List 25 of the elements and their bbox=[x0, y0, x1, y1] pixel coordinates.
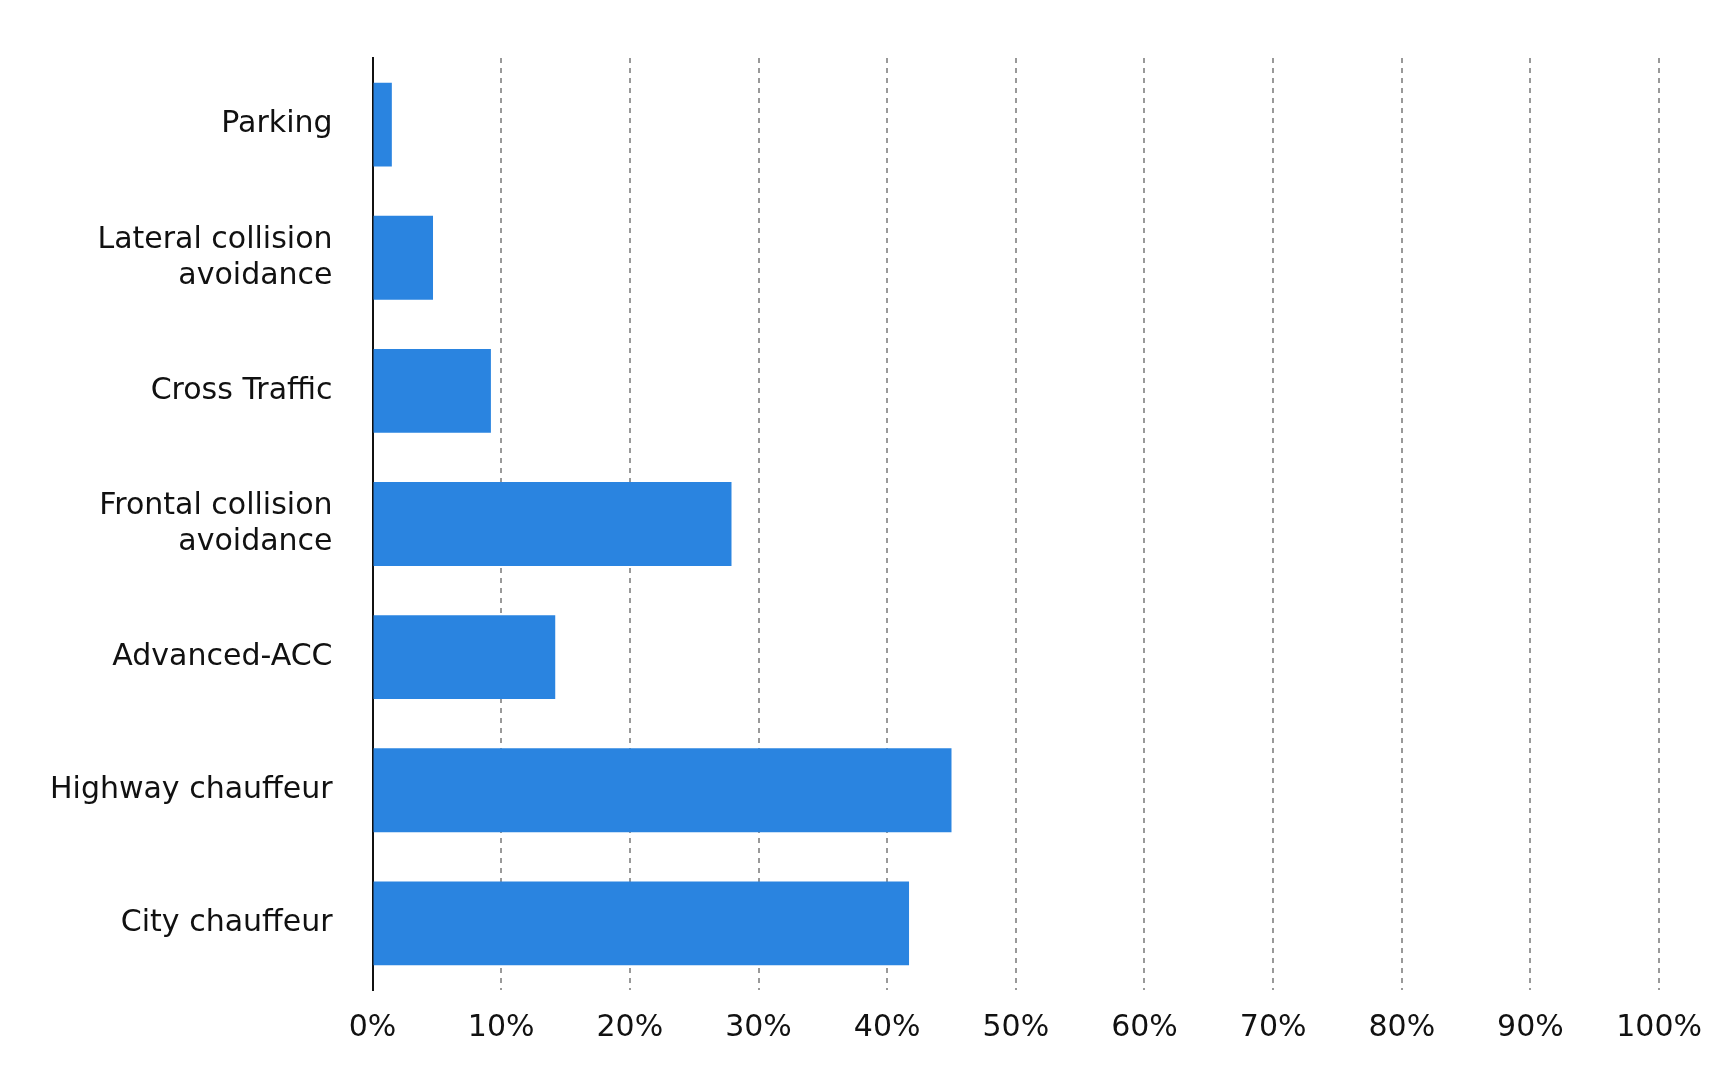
x-tick-label: 30% bbox=[725, 1007, 792, 1043]
x-tick-label: 90% bbox=[1497, 1007, 1564, 1043]
bar bbox=[373, 82, 392, 167]
y-tick-label: Lateral collision avoidance bbox=[97, 219, 333, 291]
bar bbox=[373, 615, 556, 700]
x-tick-label: 20% bbox=[596, 1007, 664, 1043]
x-tick-label: 10% bbox=[467, 1007, 535, 1043]
y-tick-label: Advanced-ACC bbox=[112, 636, 333, 672]
bar bbox=[373, 748, 952, 833]
x-tick-label: 60% bbox=[1111, 1007, 1178, 1043]
x-tick-label: 80% bbox=[1368, 1007, 1436, 1043]
y-tick-label: City chauffeur bbox=[120, 903, 334, 939]
y-tick-label: Parking bbox=[221, 104, 333, 140]
y-tick-label: Cross Traffic bbox=[150, 370, 333, 406]
bar bbox=[373, 482, 732, 566]
x-tick-label: 70% bbox=[1239, 1007, 1307, 1043]
x-tick-label: 100% bbox=[1616, 1007, 1703, 1043]
x-tick-label: 40% bbox=[853, 1007, 921, 1043]
x-tick-label: 50% bbox=[982, 1007, 1050, 1043]
x-tick-label: 0% bbox=[348, 1007, 397, 1043]
bar bbox=[373, 215, 434, 300]
bar bbox=[373, 881, 910, 966]
y-tick-label: Highway chauffeur bbox=[49, 770, 334, 806]
y-tick-label: Frontal collision avoidance bbox=[99, 485, 333, 557]
bar bbox=[373, 348, 491, 433]
